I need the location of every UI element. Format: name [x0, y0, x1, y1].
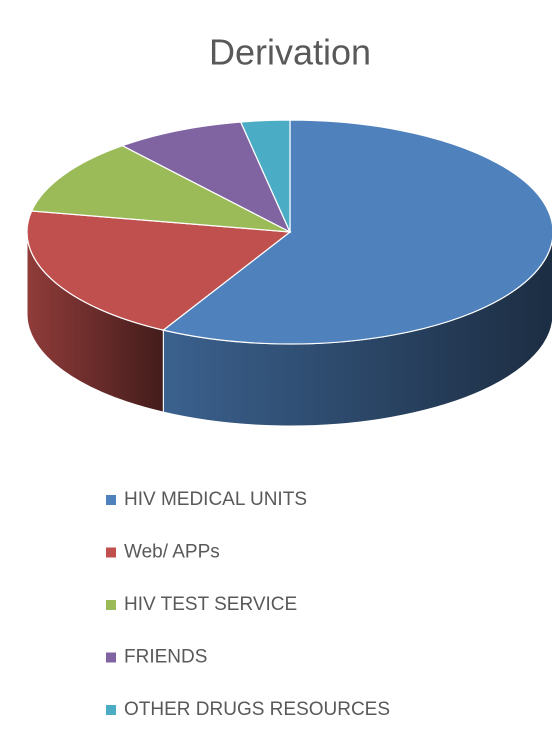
- slice: [239, 119, 291, 233]
- slice: [26, 210, 292, 331]
- legend-swatch: [106, 600, 116, 610]
- legend-label: HIV MEDICAL UNITS: [124, 489, 307, 510]
- legend-swatch: [106, 547, 116, 558]
- slice: [30, 145, 291, 233]
- legend-label: Web/ APPs: [124, 542, 220, 563]
- legend-swatch: [106, 705, 116, 715]
- legend-swatch: [106, 495, 116, 505]
- slice: [161, 119, 552, 345]
- legend-label: FRIENDS: [124, 647, 207, 668]
- legend-label: OTHER DRUGS RESOURCES: [124, 699, 390, 720]
- slice: [120, 121, 292, 234]
- legend-label: HIV TEST SERVICE: [124, 594, 297, 615]
- chart-title: Derivation: [209, 32, 371, 73]
- legend-swatch: [106, 652, 116, 663]
